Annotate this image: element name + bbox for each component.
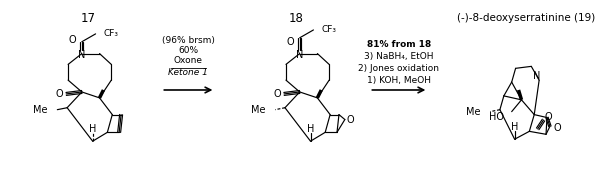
Text: Oxone: Oxone: [174, 56, 203, 65]
Text: Me: Me: [466, 107, 480, 117]
Text: (96% brsm): (96% brsm): [162, 36, 215, 45]
Text: O: O: [68, 35, 76, 45]
Text: H: H: [89, 124, 96, 134]
Text: CF₃: CF₃: [104, 29, 118, 38]
Text: O: O: [273, 89, 281, 99]
Text: 3) NaBH₄, EtOH: 3) NaBH₄, EtOH: [364, 52, 433, 61]
Text: 1) KOH, MeOH: 1) KOH, MeOH: [367, 76, 431, 85]
Text: HO: HO: [489, 112, 504, 122]
Text: N: N: [533, 71, 540, 81]
Text: O: O: [545, 112, 552, 122]
Text: N: N: [296, 50, 303, 60]
Text: Me: Me: [251, 105, 265, 115]
Text: 18: 18: [288, 12, 303, 25]
Text: O: O: [554, 123, 562, 133]
Text: (-)-8-deoxyserratinine (19): (-)-8-deoxyserratinine (19): [457, 13, 595, 23]
Text: H: H: [511, 122, 519, 132]
Text: N: N: [78, 50, 86, 60]
Text: 2) Jones oxidation: 2) Jones oxidation: [359, 64, 440, 73]
Text: Me: Me: [33, 105, 48, 115]
Text: O: O: [286, 37, 294, 47]
Text: CF₃: CF₃: [321, 25, 337, 34]
Text: H: H: [307, 124, 314, 134]
Text: O: O: [55, 89, 63, 99]
Text: 17: 17: [80, 12, 95, 25]
Text: 60%: 60%: [178, 46, 199, 55]
Text: O: O: [347, 115, 354, 125]
Text: 81% from 18: 81% from 18: [367, 40, 431, 49]
Text: Ketone 1: Ketone 1: [169, 68, 208, 77]
